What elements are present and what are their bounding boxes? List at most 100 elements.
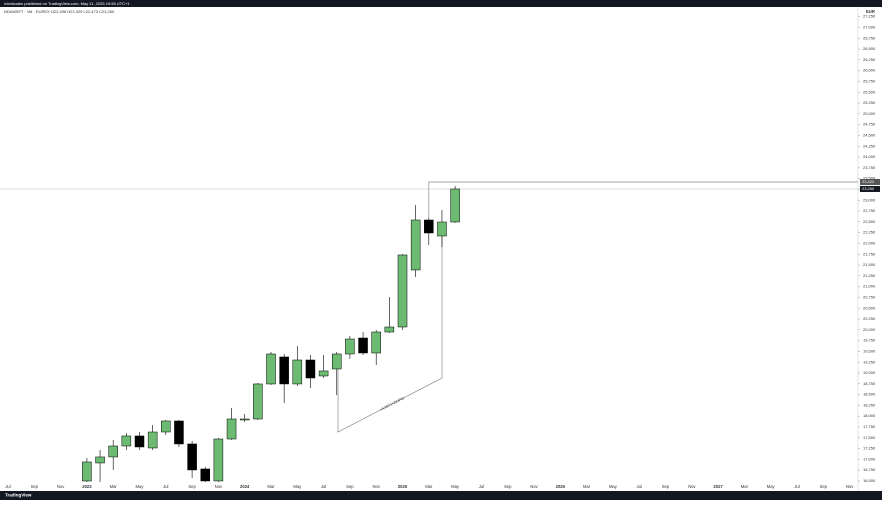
x-tick-label: 2024 xyxy=(240,484,250,489)
y-tick-label: 25,500 xyxy=(863,89,876,94)
candle-body xyxy=(358,337,368,354)
x-tick-label: May xyxy=(293,484,302,489)
x-tick-label: 2026 xyxy=(556,484,566,489)
y-tick-label: 23,000 xyxy=(863,197,876,202)
candle-body xyxy=(410,219,421,271)
x-tick-label: Mar xyxy=(267,484,275,489)
candle-body xyxy=(121,435,132,447)
y-tick-label: 20,000 xyxy=(863,327,876,332)
level-label: 23,422 xyxy=(862,179,875,184)
x-tick-label: 2025 xyxy=(398,484,408,489)
y-tick-label: 24,750 xyxy=(863,122,876,127)
candle-body xyxy=(161,420,171,433)
x-tick-label: Nov xyxy=(215,484,223,489)
x-tick-label: Mar xyxy=(741,484,749,489)
candle-body xyxy=(384,326,395,333)
y-tick-label: 22,750 xyxy=(863,208,876,213)
y-tick-label: 23,750 xyxy=(863,165,876,170)
y-tick-label: 21,500 xyxy=(863,262,876,267)
y-tick-label: 22,000 xyxy=(863,240,876,245)
x-tick-label: 2023 xyxy=(82,484,92,489)
candle-body xyxy=(174,420,184,445)
candle-body xyxy=(332,353,342,370)
candle-body xyxy=(397,254,408,328)
x-tick-label: Nov xyxy=(530,484,538,489)
x-tick-label: Sep xyxy=(504,484,512,489)
y-tick-label: 17,750 xyxy=(863,424,876,429)
y-tick-label: 19,500 xyxy=(863,348,876,353)
x-tick-label: May xyxy=(451,484,460,489)
candle-body xyxy=(266,353,276,385)
y-tick-label: 27,000 xyxy=(863,24,876,29)
x-tick-label: Nov xyxy=(688,484,696,489)
candle-body xyxy=(371,331,381,354)
x-tick-label: Jul xyxy=(5,484,10,489)
y-tick-label: 18,750 xyxy=(863,381,876,386)
y-tick-label: 21,000 xyxy=(863,284,876,289)
y-tick-label: 22,500 xyxy=(863,219,876,224)
x-tick-label: Mar xyxy=(583,484,591,489)
x-tick-label: Sep xyxy=(346,484,354,489)
y-tick-label: 26,000 xyxy=(863,68,876,73)
symbol-line: NDAMSFT · 1M · EUREX O22,496 H23,329 L22… xyxy=(4,9,115,14)
candle-body xyxy=(345,338,355,355)
y-tick-label: 17,000 xyxy=(863,456,876,461)
y-tick-label: 25,000 xyxy=(863,111,876,116)
y-tick-label: 26,750 xyxy=(863,35,876,40)
candle-body xyxy=(108,445,118,458)
annotation: +4,167 (+23.6%) xyxy=(379,396,405,412)
candle-body xyxy=(187,443,197,471)
brand: TradingView xyxy=(5,493,32,498)
x-tick-label: Sep xyxy=(31,484,39,489)
candle-body xyxy=(82,461,92,482)
x-tick-label: Jul xyxy=(321,484,326,489)
level-label-box xyxy=(860,178,880,185)
last-price-label: 23,260 xyxy=(862,186,875,191)
published: lchristodes published on TradingView.com… xyxy=(4,1,130,6)
y-tick-label: 25,250 xyxy=(863,100,876,105)
y-tick-label: 22,250 xyxy=(863,230,876,235)
bottom-bar xyxy=(0,491,882,500)
last-price-box xyxy=(860,185,880,192)
x-tick-label: May xyxy=(767,484,776,489)
x-tick-label: Nov xyxy=(372,484,380,489)
x-tick-label: Jul xyxy=(794,484,799,489)
y-tick-label: 26,250 xyxy=(863,57,876,62)
top-bar xyxy=(0,0,882,7)
x-tick-label: Sep xyxy=(188,484,196,489)
y-tick-label: 16,750 xyxy=(863,467,876,472)
x-tick-label: 2027 xyxy=(713,484,723,489)
candle-body xyxy=(147,431,158,449)
x-tick-label: Sep xyxy=(662,484,670,489)
candle-body xyxy=(292,359,303,385)
x-tick-label: Nov xyxy=(57,484,65,489)
x-tick-label: Nov xyxy=(846,484,854,489)
measure-drawing xyxy=(337,236,443,433)
y-tick-label: 17,500 xyxy=(863,435,876,440)
y-tick-label: 23,500 xyxy=(863,176,876,181)
y-tick-label: 21,250 xyxy=(863,273,876,278)
candle-body xyxy=(305,359,316,379)
candle-body xyxy=(450,188,460,223)
candle-body xyxy=(95,456,105,464)
level-line xyxy=(428,181,858,219)
y-tick-label: 16,500 xyxy=(863,478,876,483)
y-tick-label: 26,500 xyxy=(863,46,876,51)
y-tick-label: 24,000 xyxy=(863,154,876,159)
candle-body xyxy=(239,418,250,421)
candle-body xyxy=(226,418,237,440)
x-tick-label: May xyxy=(609,484,618,489)
x-tick-label: Jul xyxy=(163,484,168,489)
y-tick-label: 19,000 xyxy=(863,370,876,375)
y-tick-label: 20,750 xyxy=(863,294,876,299)
candle-body xyxy=(318,370,329,377)
x-tick-label: Mar xyxy=(425,484,433,489)
y-tick-label: 17,250 xyxy=(863,446,876,451)
currency: EUR xyxy=(866,9,875,14)
y-tick-label: 18,250 xyxy=(863,402,876,407)
x-tick-label: Jul xyxy=(479,484,484,489)
y-tick-label: 25,750 xyxy=(863,78,876,83)
candle-body xyxy=(200,468,210,482)
